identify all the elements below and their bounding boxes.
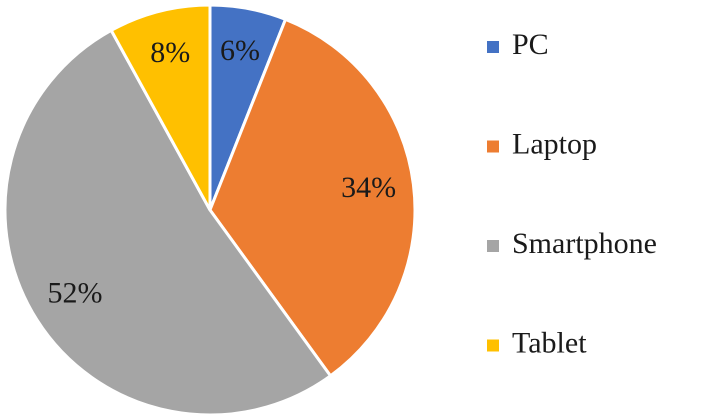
pie-slice: [109, 3, 212, 211]
pie-slice: [208, 17, 417, 378]
data-label: 8%: [150, 36, 190, 69]
legend-swatch: [487, 240, 499, 252]
legend-swatch: [487, 339, 499, 352]
pie-slice: [3, 28, 333, 416]
legend-swatch: [487, 140, 499, 153]
legend-label: Tablet: [512, 326, 587, 359]
data-label: 52%: [47, 277, 102, 310]
legend-label: Laptop: [512, 127, 597, 160]
data-label: 34%: [341, 171, 396, 204]
legend-swatch: [487, 41, 499, 53]
data-label: 6%: [220, 34, 260, 67]
legend-label: Smartphone: [512, 227, 657, 260]
legend-label: PC: [512, 28, 549, 61]
